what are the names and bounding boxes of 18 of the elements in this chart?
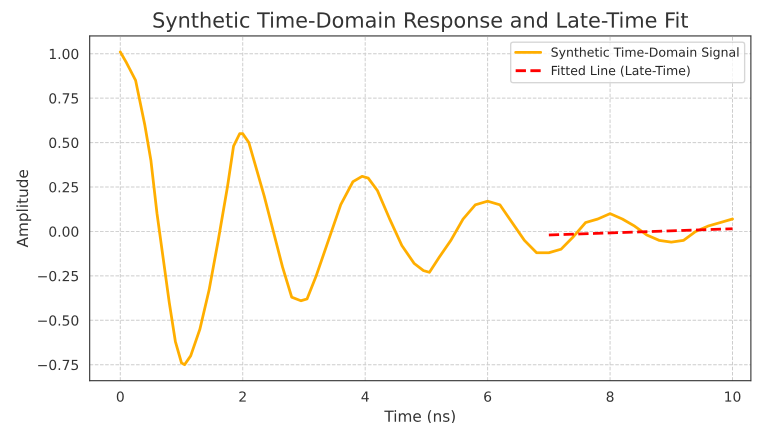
x-tick-label: 8 [606, 391, 614, 402]
y-tick-label: 0.00 [49, 226, 78, 237]
x-tick-label: 6 [484, 391, 492, 402]
y-tick-label: 0.75 [49, 93, 78, 104]
legend-label: Fitted Line (Late-Time) [552, 66, 690, 77]
x-tick-label: 2 [239, 391, 246, 402]
chart-title: Synthetic Time-Domain Response and Late-Time Fit [153, 12, 688, 32]
y-tick-label: 0.25 [49, 182, 78, 192]
x-tick-label: 10 [725, 391, 740, 402]
y-tick-label: 1.00 [50, 48, 78, 60]
legend-label: Synthetic Time-Domain Signal [551, 47, 738, 60]
x-tick-label: 4 [361, 392, 369, 402]
y-axis-title: Amplitude [16, 170, 32, 248]
y-tick-label: −0.50 [38, 315, 78, 326]
y-tick-label: −0.25 [38, 270, 78, 282]
y-tick-label: −0.75 [38, 360, 78, 370]
x-tick-label: 0 [116, 391, 124, 402]
y-tick-label: 0.50 [49, 138, 78, 148]
